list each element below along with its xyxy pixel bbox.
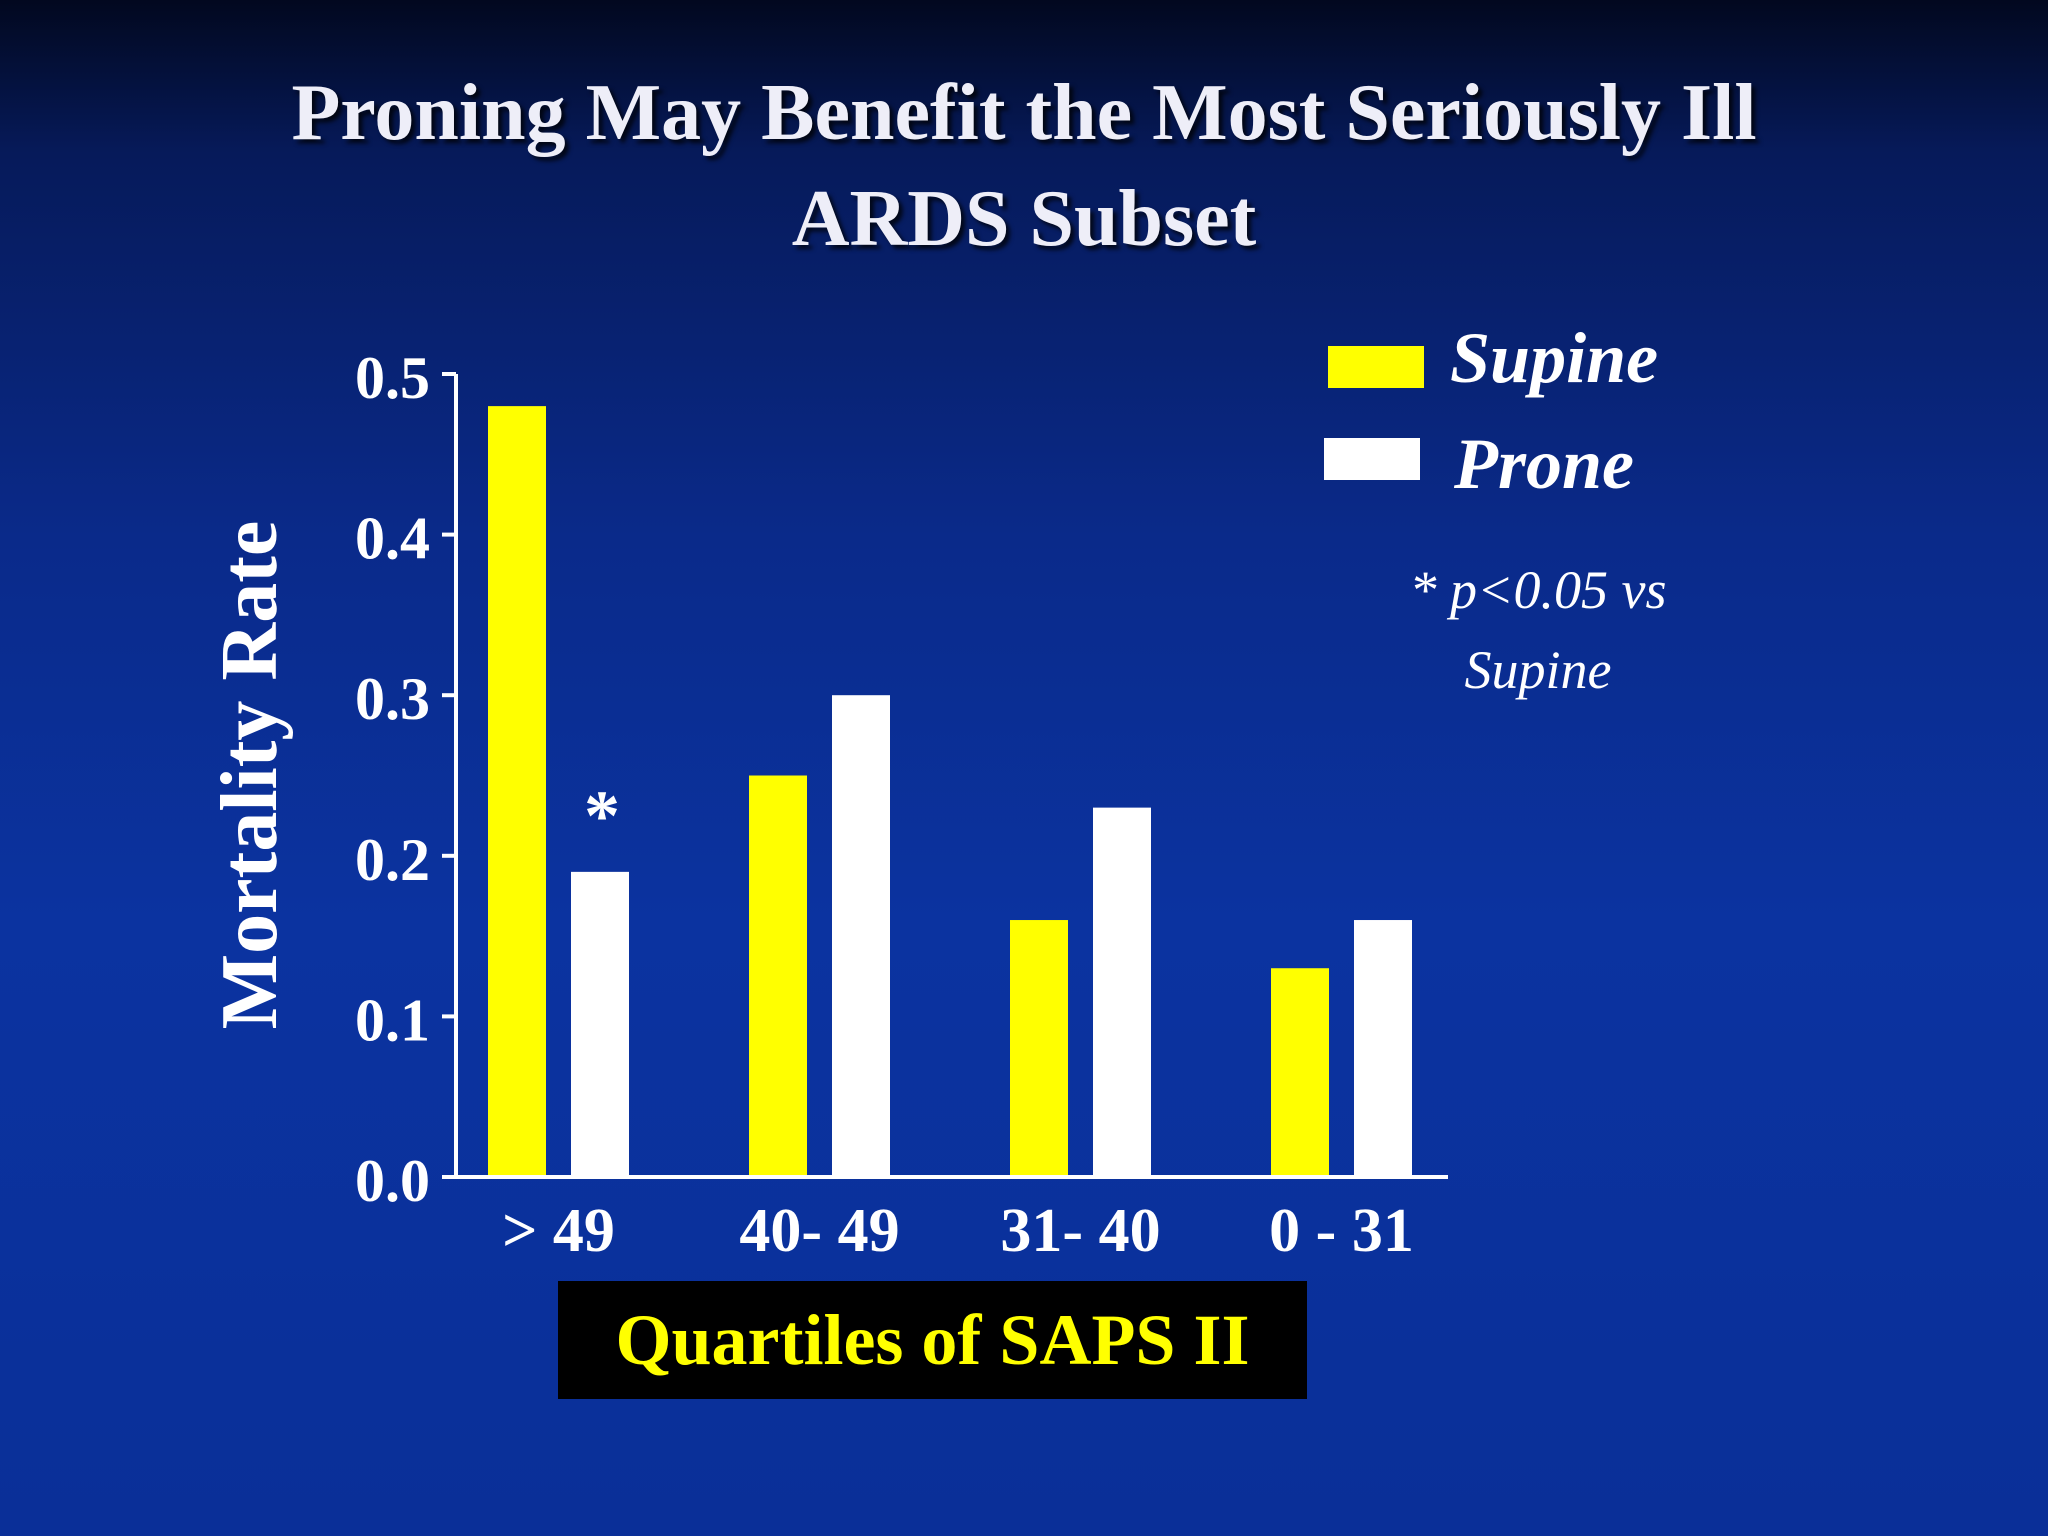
legend-swatch-supine [1328,346,1424,388]
x-tick-label-1: 40- 49 [739,1197,899,1265]
y-axis-label: Mortality Rate [206,521,294,1030]
title-line-1: Proning May Benefit the Most Seriously I… [291,69,1757,157]
y-tick-label-1: 0.1 [355,987,430,1053]
chart-bars [488,406,1412,1177]
bar-prone-3 [1354,920,1412,1177]
y-tick-label-4: 0.4 [355,506,430,572]
x-axis-label: Quartiles of SAPS II [558,1281,1307,1399]
y-tick-label-3: 0.3 [355,666,430,732]
y-tick-label-2: 0.2 [355,827,430,893]
bar-prone-0 [571,871,629,1177]
chart-annotations: * [584,776,620,856]
footnote-line-1: * p<0.05 vs [1409,560,1667,620]
bar-prone-1 [832,695,890,1177]
bar-supine-3 [1271,968,1329,1177]
bar-supine-0 [488,406,546,1177]
slide-title: Proning May Benefit the Most Seriously I… [0,60,2048,272]
y-tick-label-5: 0.5 [355,345,430,411]
footnote-line-2: Supine [1464,640,1612,700]
title-line-2: ARDS Subset [791,175,1257,263]
significance-asterisk-0: * [584,776,620,856]
bar-supine-1 [749,775,807,1177]
chart-tick-labels: 0.0 0.1 0.2 0.3 0.4 0.5 > 49 40- 49 31- 40 0 - 31 [355,345,1414,1265]
bar-supine-2 [1010,920,1068,1177]
x-tick-label-2: 31- 40 [1000,1197,1160,1265]
legend-swatch-prone [1324,438,1420,480]
significance-footnote: * p<0.05 vs Supine [1328,550,1748,710]
chart-axes [442,374,1448,1179]
legend-label-prone: Prone [1454,424,1634,504]
bar-prone-2 [1093,807,1151,1177]
y-tick-label-0: 0.0 [355,1148,430,1214]
x-tick-label-3: 0 - 31 [1269,1197,1414,1265]
x-tick-label-0: > 49 [502,1197,615,1265]
legend-label-supine: Supine [1450,318,1659,398]
